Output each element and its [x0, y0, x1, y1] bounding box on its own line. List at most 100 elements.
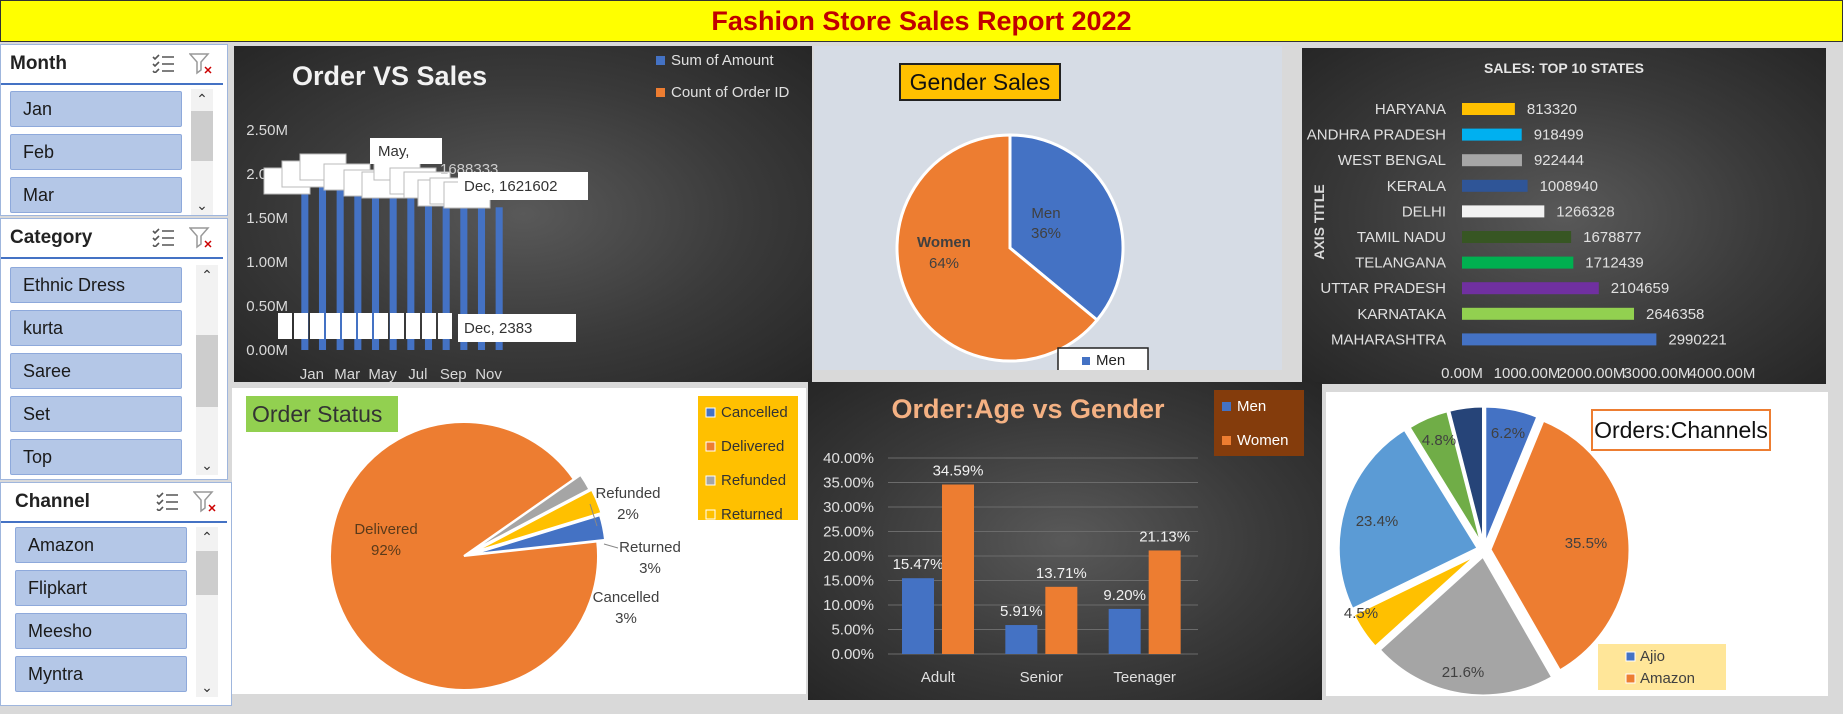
y-axis-title: AXIS TITLE [1311, 184, 1327, 259]
data-label: 813320 [1527, 101, 1577, 118]
bar-mar [336, 181, 344, 350]
scroll-up-icon[interactable]: ⌃ [196, 90, 208, 107]
data-label: 5.91% [1000, 603, 1043, 620]
category-label: MAHARASHTRA [1331, 331, 1446, 348]
legend-label: Cancelled [721, 404, 788, 421]
x-tick-label: 3000.00M [1624, 365, 1691, 382]
age-gender-panel[interactable]: Order:Age vs Gender Men Women 0.00% 5.00% 10.… [808, 382, 1322, 700]
slicer-item-kurta[interactable]: kurta [10, 310, 182, 346]
pie-slice-cancelled [471, 513, 607, 556]
slicer-item-amazon[interactable]: Amazon [15, 527, 187, 563]
gender-sales-panel[interactable]: Gender Sales Men 36% Women 64% Men [814, 46, 1282, 370]
orders-channels-chart: Orders:Channels 6.2% 35.5% 21.6% 4.5% 23.4% 4.… [1336, 404, 1771, 696]
bar-kerala [1462, 179, 1528, 192]
bar-jun [389, 193, 397, 350]
slicer-item-jan[interactable]: Jan [10, 91, 182, 127]
category-label: DELHI [1402, 203, 1446, 220]
bar-senior-men [1005, 625, 1038, 654]
category-scrollbar[interactable]: ⌃ ⌄ [196, 265, 218, 475]
legend-label: Men [1096, 352, 1125, 369]
y-tick-label: 0.50M [246, 298, 288, 315]
data-callout-box [310, 313, 324, 339]
legend-swatch [1082, 357, 1090, 365]
bar-tamil-nadu [1462, 231, 1572, 243]
month-slicer[interactable]: Month Jan Feb Mar ⌃ ⌄ [0, 44, 228, 216]
scroll-thumb[interactable] [191, 111, 213, 161]
category-label: WEST BENGAL [1338, 152, 1446, 169]
scroll-thumb[interactable] [196, 335, 218, 407]
slicer-item-saree[interactable]: Saree [10, 353, 182, 389]
data-label: 2104659 [1611, 280, 1669, 297]
legend-swatch [1222, 436, 1231, 445]
y-tick-label: 40.00% [823, 450, 874, 467]
slicer-item-set[interactable]: Set [10, 396, 182, 432]
scroll-down-icon[interactable]: ⌄ [196, 196, 208, 213]
clear-filter-icon[interactable] [189, 53, 213, 75]
slice-value: 64% [929, 255, 959, 272]
data-label: 21.13% [1139, 528, 1190, 545]
data-label: 15.47% [893, 556, 944, 573]
chart-title: Order Status [252, 401, 382, 427]
data-callout-box [438, 313, 452, 339]
pie-slice-others [1446, 404, 1485, 547]
scroll-down-icon[interactable]: ⌄ [201, 456, 213, 473]
top-states-panel[interactable]: SALES: TOP 10 STATES AXIS TITLE HARYANA 813… [1302, 48, 1826, 384]
category-slicer-title: Category [10, 227, 93, 248]
multi-select-icon[interactable] [151, 53, 175, 75]
slicer-item-myntra[interactable]: Myntra [15, 656, 187, 692]
y-tick-label: 10.00% [823, 597, 874, 614]
y-tick-label: 20.00% [823, 548, 874, 565]
month-slicer-title: Month [10, 53, 67, 74]
pie-slice-meesho [1351, 552, 1481, 650]
data-label: 2646358 [1646, 306, 1704, 323]
channel-slicer[interactable]: Channel Amazon Flipkart Meesho Myntra ⌃ … [0, 482, 232, 706]
clear-filter-icon[interactable] [193, 491, 217, 513]
bar-nov [477, 205, 486, 350]
slice-label: Delivered [354, 521, 417, 538]
clear-filter-icon[interactable] [189, 227, 213, 249]
legend-label: Amazon [1640, 670, 1695, 687]
legend-swatch [705, 475, 716, 486]
scroll-up-icon[interactable]: ⌃ [201, 266, 213, 283]
x-tick-label: 1000.00M [1494, 365, 1561, 382]
orders-channels-panel[interactable]: Orders:Channels 6.2% 35.5% 21.6% 4.5% 23.4% 4.… [1326, 392, 1828, 696]
multi-select-icon[interactable] [151, 227, 175, 249]
title-box [1591, 409, 1771, 451]
data-callout-box [458, 172, 588, 200]
slice-value: 92% [371, 542, 401, 559]
legend-swatch [1625, 673, 1636, 684]
slicer-item-feb[interactable]: Feb [10, 134, 182, 170]
y-tick-label: 25.00% [823, 524, 874, 541]
bar-adult-women [942, 484, 974, 654]
slicer-item-mar[interactable]: Mar [10, 177, 182, 213]
x-tick-label: Senior [1020, 669, 1063, 686]
scroll-up-icon[interactable]: ⌃ [201, 528, 213, 545]
pie-slice-men [1008, 133, 1125, 323]
pie-slice-delivered [329, 421, 599, 691]
x-tick-label: 2000.00M [1559, 365, 1626, 382]
category-label: TELANGANA [1355, 255, 1446, 272]
scroll-thumb[interactable] [196, 551, 218, 595]
slice-value: 4.8% [1422, 432, 1456, 449]
pie-slice-returned [472, 488, 603, 554]
x-tick-label: Sep [440, 366, 467, 382]
slicer-item-meesho[interactable]: Meesho [15, 613, 187, 649]
data-callout-box [326, 313, 340, 339]
slice-label: Refunded [595, 485, 660, 502]
data-label: May, [378, 143, 409, 160]
scroll-down-icon[interactable]: ⌄ [201, 678, 213, 695]
slicer-item-flipkart[interactable]: Flipkart [15, 570, 187, 606]
order-vs-sales-panel[interactable]: Order VS Sales Sum of Amount Count of Orde… [234, 46, 812, 382]
order-status-panel[interactable]: Order Status Delivered 92% Refunded 2% Return… [232, 388, 806, 694]
legend-swatch [705, 509, 716, 520]
chart-title: Order VS Sales [292, 61, 487, 91]
legend-swatch [705, 407, 716, 418]
multi-select-icon[interactable] [155, 491, 179, 513]
slicer-item-ethnic-dress[interactable]: Ethnic Dress [10, 267, 182, 303]
data-label: 1712439 [1585, 255, 1643, 272]
month-scrollbar[interactable]: ⌃ ⌄ [191, 89, 213, 215]
slicer-item-top[interactable]: Top [10, 439, 182, 475]
category-slicer[interactable]: Category Ethnic Dress kurta Saree Set To… [0, 218, 228, 480]
channel-scrollbar[interactable]: ⌃ ⌄ [196, 527, 218, 697]
y-tick-label: 15.00% [823, 573, 874, 590]
